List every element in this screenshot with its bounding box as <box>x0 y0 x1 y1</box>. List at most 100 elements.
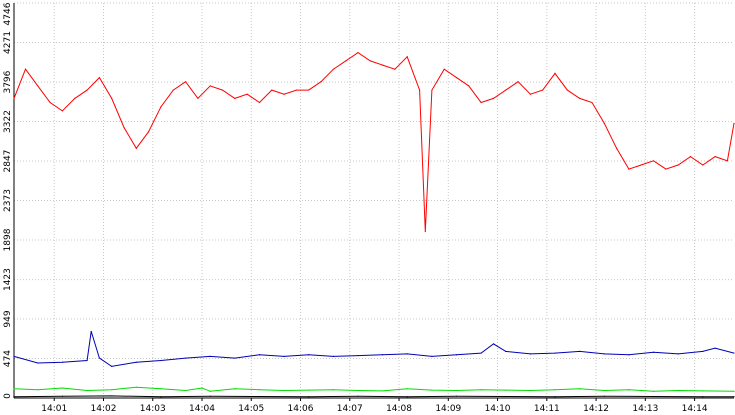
data-point <box>357 354 359 357</box>
data-point <box>135 386 137 388</box>
data-point <box>492 97 495 99</box>
data-point <box>357 395 359 397</box>
data-point <box>49 101 51 104</box>
data-point <box>308 89 310 91</box>
data-point <box>591 101 593 104</box>
grid <box>14 2 734 398</box>
data-point <box>702 164 704 166</box>
data-point <box>702 390 704 392</box>
data-point <box>345 60 347 62</box>
data-point <box>554 396 556 398</box>
data-point <box>172 89 174 91</box>
data-point <box>86 89 88 91</box>
data-point <box>689 156 692 158</box>
data-point <box>234 97 236 99</box>
data-point <box>382 390 384 392</box>
x-tick-label: 14:01 <box>41 404 67 414</box>
x-axis-ticks: 14:01 14:02 14:03 14:04 14:05 14:06 14:07 14:08… <box>41 404 708 414</box>
data-point <box>603 395 605 397</box>
data-point <box>271 89 273 91</box>
data-point <box>603 353 605 355</box>
x-tick-label: 14:12 <box>583 404 609 414</box>
data-point <box>37 85 39 87</box>
data-point <box>714 347 716 349</box>
data-point <box>406 396 408 398</box>
data-point <box>98 76 100 79</box>
data-point <box>603 389 605 392</box>
axes <box>13 3 734 401</box>
data-point <box>733 122 735 124</box>
data-point <box>406 388 408 390</box>
data-point <box>505 89 507 91</box>
data-point <box>517 81 519 83</box>
series-group <box>13 51 735 398</box>
data-point <box>455 354 458 356</box>
data-point <box>37 389 39 391</box>
data-point <box>160 396 162 398</box>
data-point <box>505 350 507 352</box>
data-point <box>652 395 655 398</box>
data-point <box>554 72 556 75</box>
series-line-2 <box>13 331 735 367</box>
x-tick-label: 14:07 <box>337 404 363 414</box>
data-point <box>90 330 92 333</box>
data-point <box>677 353 679 355</box>
x-tick-label: 14:09 <box>435 404 461 414</box>
data-point <box>258 389 261 391</box>
data-point <box>246 93 248 95</box>
data-point <box>628 389 630 391</box>
data-point <box>184 389 187 392</box>
data-point <box>480 389 482 391</box>
y-tick-label: 3322 <box>3 110 13 133</box>
data-point <box>74 97 76 99</box>
data-point <box>579 97 581 99</box>
data-point <box>579 350 581 352</box>
data-point <box>160 106 162 108</box>
data-point <box>455 389 458 392</box>
data-point <box>295 89 298 91</box>
data-point <box>61 395 64 397</box>
x-tick-label: 14:06 <box>288 404 314 414</box>
data-point <box>184 81 187 83</box>
data-point <box>455 76 458 79</box>
data-point <box>418 89 421 91</box>
data-point <box>258 395 261 398</box>
data-point <box>714 156 716 158</box>
data-point <box>209 355 211 357</box>
x-tick-label: 14:05 <box>238 404 264 414</box>
data-point <box>394 68 396 70</box>
y-tick-label: 3796 <box>3 70 13 93</box>
y-tick-label: 2847 <box>3 150 13 173</box>
data-point <box>554 389 556 391</box>
data-point <box>98 357 100 359</box>
data-point <box>332 389 334 391</box>
data-point <box>61 110 64 112</box>
data-point <box>628 168 630 170</box>
data-point <box>160 359 162 362</box>
data-point <box>234 388 236 390</box>
data-point <box>13 396 15 398</box>
data-point <box>308 389 310 391</box>
data-point <box>733 352 735 354</box>
data-point <box>234 357 236 359</box>
data-point <box>258 101 261 104</box>
data-point <box>733 396 735 398</box>
data-point <box>566 89 568 91</box>
y-tick-label: 2373 <box>3 189 13 212</box>
data-point <box>702 396 704 398</box>
x-tick-label: 14:04 <box>189 404 215 414</box>
x-tick-label: 14:13 <box>632 404 658 414</box>
x-tick-label: 14:10 <box>485 404 511 414</box>
data-point <box>148 131 150 133</box>
data-point <box>424 230 426 233</box>
data-point <box>529 389 531 392</box>
data-point <box>357 389 359 392</box>
data-point <box>652 160 655 162</box>
data-point <box>480 101 482 104</box>
data-point <box>431 89 433 91</box>
data-point <box>505 389 507 391</box>
series-line-4 <box>13 395 734 398</box>
data-point <box>320 81 322 83</box>
data-point <box>406 353 408 355</box>
